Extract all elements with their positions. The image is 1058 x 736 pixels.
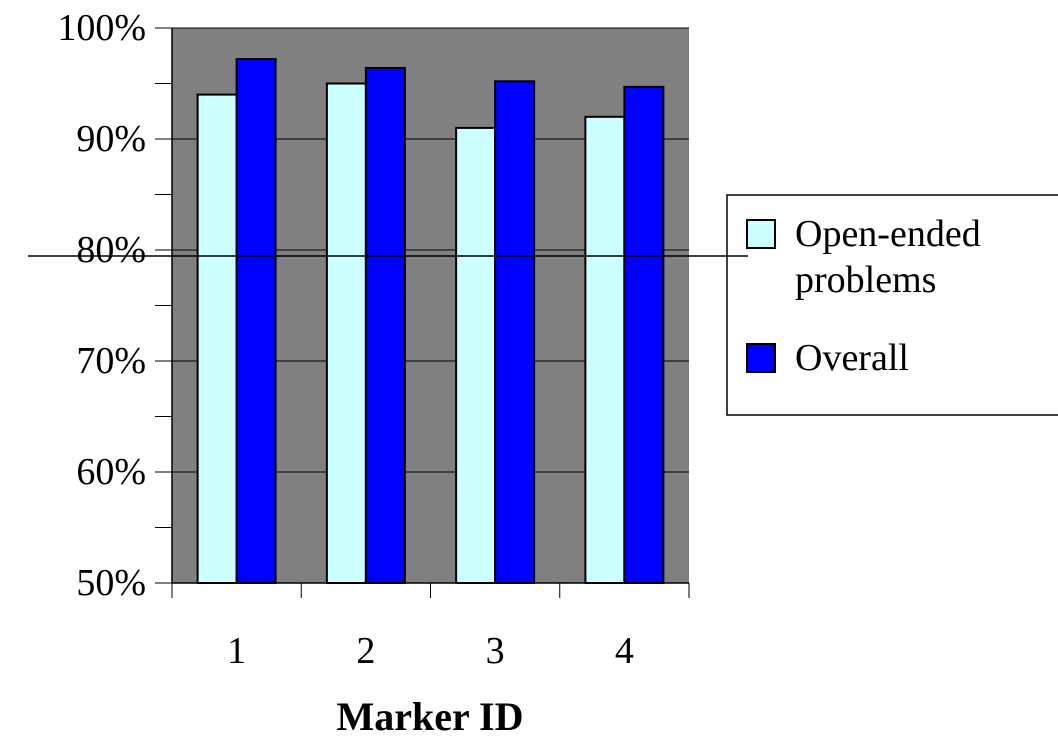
- bar-overall-2: [364, 66, 406, 584]
- x-tick-label: 3: [486, 630, 505, 672]
- bar-open-ended-2: [325, 82, 367, 584]
- y-tick-label: 70%: [76, 340, 146, 382]
- bar-open-ended-3: [455, 126, 497, 585]
- y-axis: 50% 60% 70% 80% 90% 100%: [57, 7, 173, 604]
- legend-label: Overall: [795, 337, 909, 379]
- x-axis: 1 2 3 4: [171, 582, 690, 672]
- y-tick-label: 90%: [76, 118, 146, 160]
- x-tick-label: 2: [356, 630, 375, 672]
- x-tick-label: 4: [615, 630, 634, 672]
- legend-swatch: [746, 219, 776, 249]
- bar-open-ended-4: [584, 115, 626, 585]
- x-axis-title: Marker ID: [337, 694, 524, 736]
- legend-label: Open-ended: [795, 213, 981, 255]
- bar-overall-3: [494, 80, 536, 584]
- y-tick-label: 100%: [57, 7, 146, 49]
- bar-overall-4: [623, 85, 665, 585]
- legend-box: [726, 194, 1058, 416]
- legend-swatch: [746, 343, 776, 373]
- bar-open-ended-1: [196, 93, 238, 584]
- y-tick-label: 50%: [76, 562, 146, 604]
- x-tick-label: 1: [227, 630, 246, 672]
- bar-overall-1: [235, 58, 277, 584]
- y-tick-label: 80%: [76, 229, 146, 271]
- legend-label: problems: [795, 259, 936, 301]
- bars: [196, 58, 665, 585]
- y-tick-label: 60%: [76, 451, 146, 493]
